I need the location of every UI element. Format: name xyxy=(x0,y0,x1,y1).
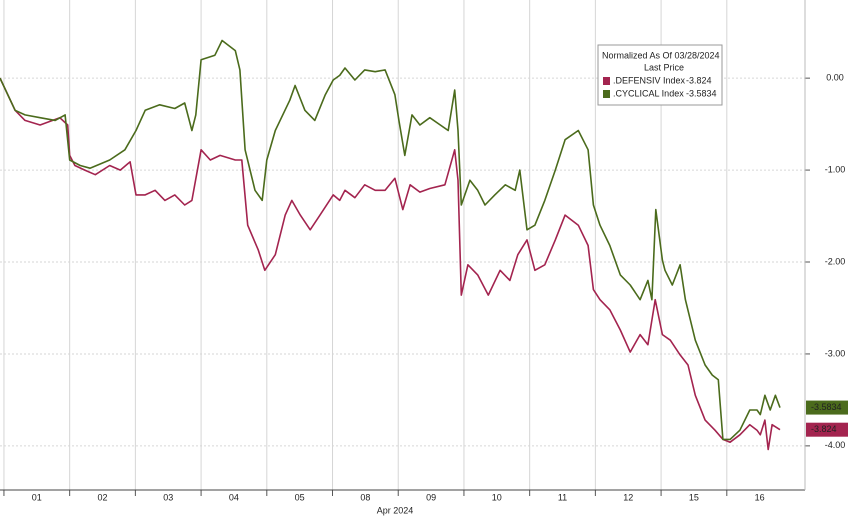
x-axis-label: Apr 2024 xyxy=(377,505,414,515)
x-tick-label: 15 xyxy=(689,492,699,502)
legend-swatch xyxy=(603,77,610,85)
x-tick-label: 02 xyxy=(98,492,108,502)
legend-value: -3.824 xyxy=(686,75,712,85)
series-line xyxy=(0,39,781,441)
x-tick-label: 05 xyxy=(295,492,305,502)
legend-value: -3.5834 xyxy=(686,88,717,98)
legend-title: Normalized As Of 03/28/2024 xyxy=(602,50,720,60)
last-value-tag xyxy=(806,400,848,415)
y-tick-label: -2.00 xyxy=(825,256,846,266)
legend-swatch xyxy=(603,90,610,98)
x-tick-label: 11 xyxy=(558,492,567,502)
legend-label: .DEFENSIV Index xyxy=(613,75,686,85)
y-tick-label: 0.00 xyxy=(826,73,844,83)
y-tick-label: -4.00 xyxy=(825,440,846,450)
x-tick-label: 08 xyxy=(360,492,370,502)
last-value-label: -3.5834 xyxy=(811,402,842,412)
x-tick-label: 09 xyxy=(426,492,436,502)
x-tick-label: 10 xyxy=(492,492,502,502)
x-tick-label: 12 xyxy=(623,492,633,502)
x-tick-label: 01 xyxy=(32,492,42,502)
last-value-tag xyxy=(806,422,848,437)
x-tick-label: 16 xyxy=(755,492,765,502)
x-tick-label: 03 xyxy=(163,492,173,502)
last-value-label: -3.824 xyxy=(811,424,837,434)
legend-box xyxy=(597,44,723,106)
y-tick-label: -1.00 xyxy=(825,164,846,174)
legend-label: .CYCLICAL Index xyxy=(613,88,684,98)
x-tick-label: 04 xyxy=(229,492,239,502)
series-line xyxy=(0,77,781,451)
y-tick-label: -3.00 xyxy=(825,348,846,358)
legend-subtitle: Last Price xyxy=(644,62,684,72)
